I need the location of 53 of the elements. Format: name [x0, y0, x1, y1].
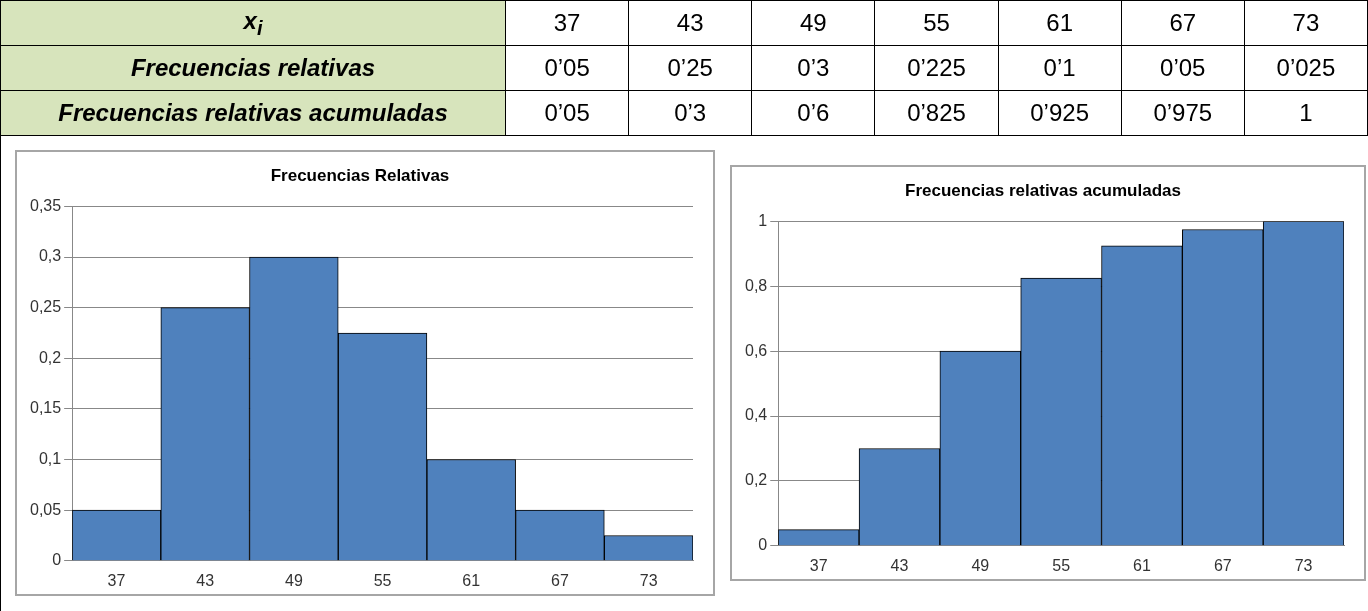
- x-tick-label: 37: [809, 556, 828, 574]
- x-tick-label: 49: [971, 556, 990, 574]
- text: 0’025: [1276, 54, 1336, 81]
- y-tick-label: 0,2: [744, 471, 768, 489]
- y-tick-label: 0,3: [38, 247, 62, 265]
- text: 0’6: [797, 99, 830, 126]
- x-tick-label: 61: [1133, 556, 1151, 574]
- y-tick-label: 0,05: [30, 500, 62, 518]
- x-tick-label: 73: [639, 571, 658, 589]
- text: 0’3: [674, 99, 707, 126]
- x-tick-label: 49: [751, 0, 875, 46]
- x-tick-label: 67: [551, 571, 569, 589]
- text: 0’05: [544, 99, 590, 126]
- x-tick-label: 55: [874, 0, 999, 46]
- text: 0’825: [907, 99, 966, 126]
- y-tick-label: 0,15: [30, 399, 62, 417]
- x-tick-label: 43: [628, 0, 752, 46]
- y-tick-label: 0,6: [744, 341, 768, 359]
- y-tick-label: 0,2: [38, 348, 62, 366]
- x-tick-label: 67: [1213, 556, 1232, 574]
- x-tick-label: 37: [505, 0, 629, 46]
- text: 0’3: [797, 54, 830, 81]
- y-tick-label: 0: [52, 551, 62, 569]
- y-tick-label: 1: [758, 211, 768, 229]
- x-tick-label: 43: [890, 556, 909, 574]
- y-tick-label: 0,8: [744, 276, 768, 294]
- chart-title: Frecuencias relativas acumuladas: [905, 180, 1181, 200]
- x-tick-label: 61: [998, 0, 1122, 46]
- text: 0’225: [907, 54, 966, 81]
- text: 0’05: [1160, 54, 1206, 81]
- x-tick-label: 61: [462, 571, 481, 589]
- text: 0’05: [544, 54, 590, 81]
- text: 0’25: [667, 54, 713, 81]
- x-axis-title: x$_{i}$: [0, 0, 506, 46]
- x-tick-label: 43: [196, 571, 215, 589]
- text: 0’925: [1030, 99, 1089, 126]
- y-tick-label: 0,35: [30, 196, 62, 214]
- text: 0’1: [1043, 54, 1076, 81]
- y-tick-label: 0: [758, 536, 768, 554]
- text: 0’975: [1153, 99, 1213, 126]
- x-tick-label: 73: [1244, 0, 1368, 46]
- chart-title: Frecuencias Relativas: [270, 165, 450, 185]
- text: 1: [1299, 99, 1313, 126]
- x-tick-label: 73: [1294, 556, 1313, 574]
- x-tick-label: 67: [1121, 0, 1245, 46]
- x-tick-label: 55: [373, 571, 392, 589]
- x-tick-label: 55: [1052, 556, 1071, 574]
- x-tick-label: 49: [284, 571, 303, 589]
- y-tick-label: 0,25: [30, 298, 62, 316]
- y-tick-label: 0,1: [38, 449, 62, 467]
- x-tick-label: 37: [107, 571, 126, 589]
- y-tick-label: 0,4: [744, 406, 768, 424]
- y-tick-label: Frecuencias relativas: [0, 45, 506, 91]
